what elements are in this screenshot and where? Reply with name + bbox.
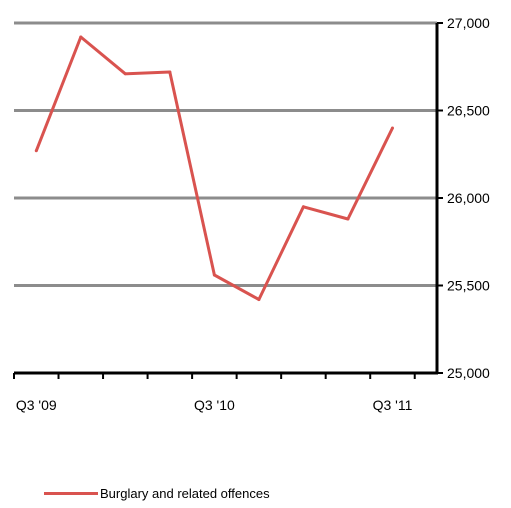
data-point: [123, 72, 127, 76]
data-point: [390, 126, 394, 130]
data-point: [212, 273, 216, 277]
data-point: [168, 70, 172, 74]
data-point: [79, 35, 83, 39]
data-point: [257, 298, 261, 301]
series-line: [34, 35, 394, 301]
y-tick-label: 25,000: [447, 365, 490, 381]
x-tick-label: Q3 '09: [16, 397, 57, 413]
axes: [13, 22, 443, 379]
gridlines: [14, 21, 437, 287]
y-tick-label: 25,500: [447, 278, 490, 294]
data-point: [301, 205, 305, 209]
y-axis-labels: 25,000 25,500 26,000 26,500 27,000: [447, 15, 490, 381]
x-tick-label: Q3 '10: [194, 397, 235, 413]
series-group: [34, 35, 394, 301]
y-tick-label: 26,500: [447, 103, 490, 119]
x-axis-labels: Q3 '09 Q3 '10 Q3 '11: [16, 397, 413, 413]
legend-swatch: [44, 492, 98, 495]
data-point: [34, 149, 38, 153]
y-tick-label: 27,000: [447, 15, 490, 31]
data-point: [346, 217, 350, 221]
legend-label: Burglary and related offences: [100, 486, 270, 501]
x-tick-label: Q3 '11: [373, 397, 413, 413]
y-tick-label: 26,000: [447, 190, 490, 206]
legend: Burglary and related offences: [44, 486, 270, 501]
